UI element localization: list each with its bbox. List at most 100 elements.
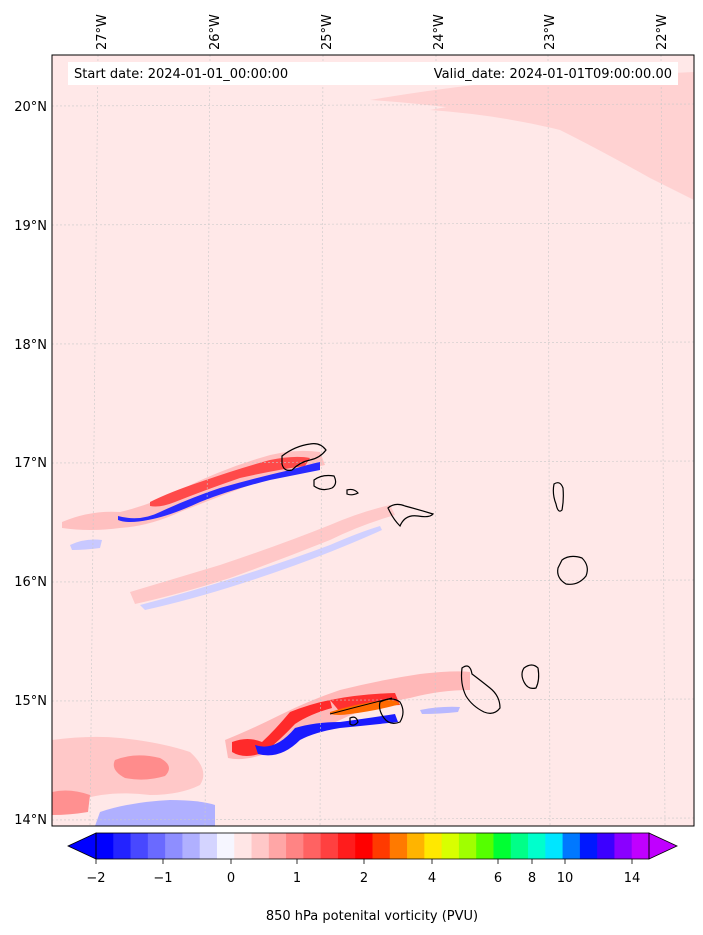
colorbar-tick-label: 2 (360, 871, 368, 886)
colorbar-segment (476, 833, 494, 859)
colorbar-segment (130, 833, 149, 859)
colorbar-segment (268, 833, 287, 859)
colorbar-frame (95, 832, 650, 860)
island-fogo (378, 698, 404, 724)
island-sal (552, 482, 564, 512)
lat-label: 18°N (14, 338, 47, 353)
colorbar-segment (631, 833, 650, 859)
pv-contour-southwest-red (52, 790, 90, 815)
date-info-background (68, 62, 678, 85)
valid-date-text: Valid_date: 2024-01-01T09:00:00.00 (434, 67, 672, 82)
lat-label: 15°N (14, 694, 47, 709)
lat-label: 20°N (14, 100, 47, 115)
meridian-27w (89, 55, 99, 826)
island-santa-luzia (346, 488, 359, 496)
colorbar-segment (216, 833, 235, 859)
colorbar-tick-label: 0 (227, 871, 235, 886)
lon-label: 25°W (320, 14, 335, 50)
colorbar-segment (303, 833, 322, 859)
pv-contour-northeast-2 (430, 100, 694, 200)
colorbar-tick-label: 1 (293, 871, 301, 886)
parallel-16n (52, 579, 694, 583)
colorbar-tick-label: 10 (557, 871, 574, 886)
colorbar-tick-label: 14 (624, 871, 641, 886)
island-brava (349, 716, 359, 726)
colorbar-segment (251, 833, 270, 859)
pv-band-south-red (232, 700, 332, 756)
colorbar-segment (96, 833, 114, 859)
colorbar-segment (147, 833, 166, 859)
pv-band-south-orange (330, 699, 400, 715)
date-info-box: Start date: 2024-01-01_00:00:00 Valid_da… (68, 62, 678, 85)
island-fogo-contour (329, 697, 393, 715)
pv-band-south-blue (255, 714, 398, 756)
pv-band-south-lightblue (420, 706, 460, 714)
colorbar-extend-low (67, 832, 97, 860)
meridian-24w (434, 55, 437, 826)
lat-label: 17°N (14, 456, 47, 471)
colorbar-segment (441, 833, 460, 859)
colorbar-tick-label: −1 (153, 871, 172, 886)
colorbar-segment (562, 833, 581, 859)
island-maio (521, 664, 540, 689)
colorbar-segment (113, 833, 132, 859)
colorbar-segment (545, 833, 564, 859)
colorbar-segments (96, 833, 650, 859)
meridian-25w (319, 55, 324, 826)
meridian-26w (204, 55, 211, 826)
lon-label: 26°W (208, 14, 223, 50)
colorbar-segment (493, 833, 512, 859)
pv-contour-southwest-core (113, 755, 169, 780)
coastlines (281, 443, 588, 726)
parallel-15n (52, 698, 694, 702)
lon-label: 24°W (432, 14, 447, 50)
lon-label: 22°W (655, 14, 670, 50)
colorbar-segment (528, 833, 546, 859)
colorbar-segment (182, 833, 201, 859)
colorbar-segment (389, 833, 408, 859)
colorbar-segment (199, 833, 218, 859)
island-santiago (460, 665, 501, 714)
colorbar-tick-label: 6 (494, 871, 502, 886)
colorbar-tick-label: 8 (528, 871, 536, 886)
parallel-19n (52, 222, 694, 226)
parallel-20n (52, 103, 694, 107)
colorbar-segment (614, 833, 633, 859)
lon-label: 27°W (95, 14, 110, 50)
colorbar-segment (510, 833, 529, 859)
colorbar-segment (165, 833, 183, 859)
colorbar-segment (579, 833, 598, 859)
colorbar-segment (372, 833, 391, 859)
meridian-22w (660, 55, 666, 826)
colorbar-extend-high (648, 832, 678, 860)
lat-label: 16°N (14, 575, 47, 590)
parallel-18n (52, 341, 694, 345)
lat-label: 14°N (14, 813, 47, 828)
lat-label: 19°N (14, 219, 47, 234)
colorbar-segment (424, 833, 443, 859)
graticule (52, 55, 694, 826)
colorbar-segment (355, 833, 373, 859)
longitude-labels: 27°W 26°W 25°W 24°W 23°W 22°W (95, 14, 670, 50)
start-date-text: Start date: 2024-01-01_00:00:00 (74, 67, 288, 82)
latitude-labels: 20°N 19°N 18°N 17°N 16°N 15°N 14°N (14, 100, 47, 828)
island-sao-nicolau (387, 503, 434, 528)
colorbar-ticks: −2 −1 0 1 2 4 6 8 10 14 (86, 859, 640, 886)
colorbar-segment (320, 833, 339, 859)
map-frame (51, 54, 695, 827)
parallel-17n (52, 460, 694, 464)
parallel-14n (52, 817, 694, 821)
pv-band-middle-blue (140, 526, 382, 610)
colorbar-segment (597, 833, 615, 859)
colorbar-segment (337, 833, 356, 859)
map-panel: Start date: 2024-01-01_00:00:00 Valid_da… (52, 55, 694, 826)
island-boa-vista (557, 555, 588, 585)
colorbar-title: 850 hPa potenital vorticity (PVU) (266, 909, 478, 924)
island-santo-antao (281, 443, 327, 471)
colorbar-tick-label: 4 (428, 871, 436, 886)
pv-band-north-blue (118, 462, 320, 522)
colorbar-segment (458, 833, 477, 859)
colorbar-segment (234, 833, 253, 859)
pv-band-north-red (150, 456, 310, 507)
